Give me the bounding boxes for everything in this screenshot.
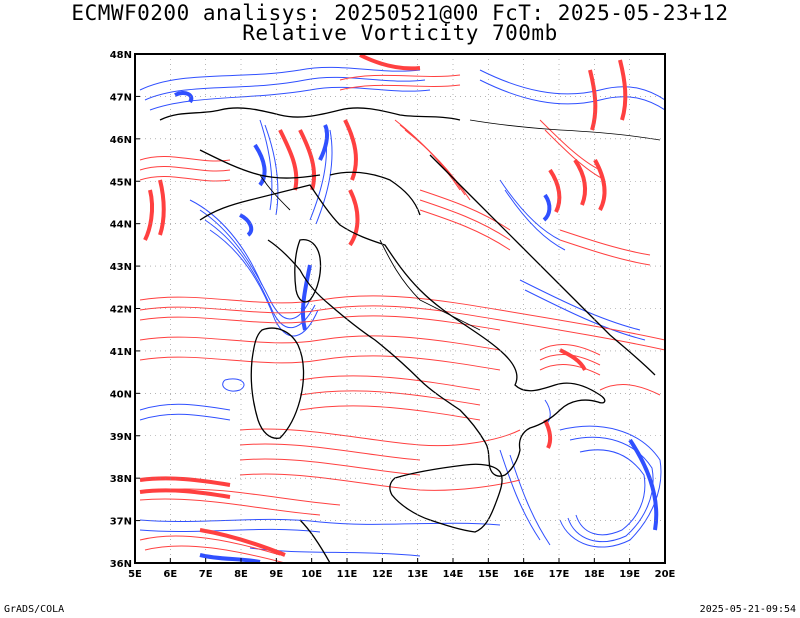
lon-tick-label: 11E [337, 569, 358, 580]
lon-tick-label: 8E [234, 569, 248, 580]
footer-timestamp: 2025-05-21-09:54 [699, 604, 796, 615]
lon-tick-label: 13E [407, 569, 428, 580]
lon-tick-label: 17E [549, 569, 570, 580]
lon-tick-label: 7E [199, 569, 213, 580]
map-subtitle: Relative Vorticity 700mb [242, 21, 558, 45]
lat-tick-label: 38N [110, 474, 132, 485]
lon-tick-label: 10E [301, 569, 322, 580]
lat-tick-label: 37N [110, 517, 132, 528]
lat-tick-label: 45N [110, 177, 132, 188]
lon-tick-label: 18E [584, 569, 605, 580]
footer-software-label: GrADS/COLA [4, 604, 65, 615]
lat-tick-label: 46N [110, 135, 132, 146]
coastlines-and-borders [159, 107, 661, 563]
lon-tick-label: 12E [372, 569, 393, 580]
map-title: ECMWF0200 analisys: 20250521@00 FcT: 202… [71, 1, 729, 25]
lon-tick-label: 19E [619, 569, 640, 580]
lon-tick-label: 20E [655, 569, 676, 580]
lat-tick-label: 43N [110, 262, 132, 273]
lat-tick-label: 44N [110, 220, 132, 231]
lon-tick-label: 14E [443, 569, 464, 580]
graticule [135, 54, 665, 563]
positive-vorticity-contours [139, 74, 665, 563]
lat-tick-label: 41N [110, 347, 132, 358]
lat-tick-label: 36N [110, 559, 132, 570]
axis-ticks: 5E 6E 7E 8E 9E 10E 11E 12E 13E 14E 15E 16E 17E 18E 19E… [110, 50, 676, 580]
lat-tick-label: 39N [110, 432, 132, 443]
lon-tick-label: 9E [269, 569, 283, 580]
lon-tick-label: 16E [513, 569, 534, 580]
lon-tick-label: 15E [478, 569, 499, 580]
strong-negative-vorticity [174, 91, 659, 563]
lon-tick-label: 6E [163, 569, 177, 580]
lat-tick-label: 48N [110, 50, 132, 61]
lon-tick-label: 5E [128, 569, 142, 580]
contour-field [135, 54, 665, 563]
lat-tick-label: 47N [110, 92, 132, 103]
lat-tick-label: 40N [110, 389, 132, 400]
lat-tick-label: 42N [110, 305, 132, 316]
negative-vorticity-contours [139, 66, 665, 557]
